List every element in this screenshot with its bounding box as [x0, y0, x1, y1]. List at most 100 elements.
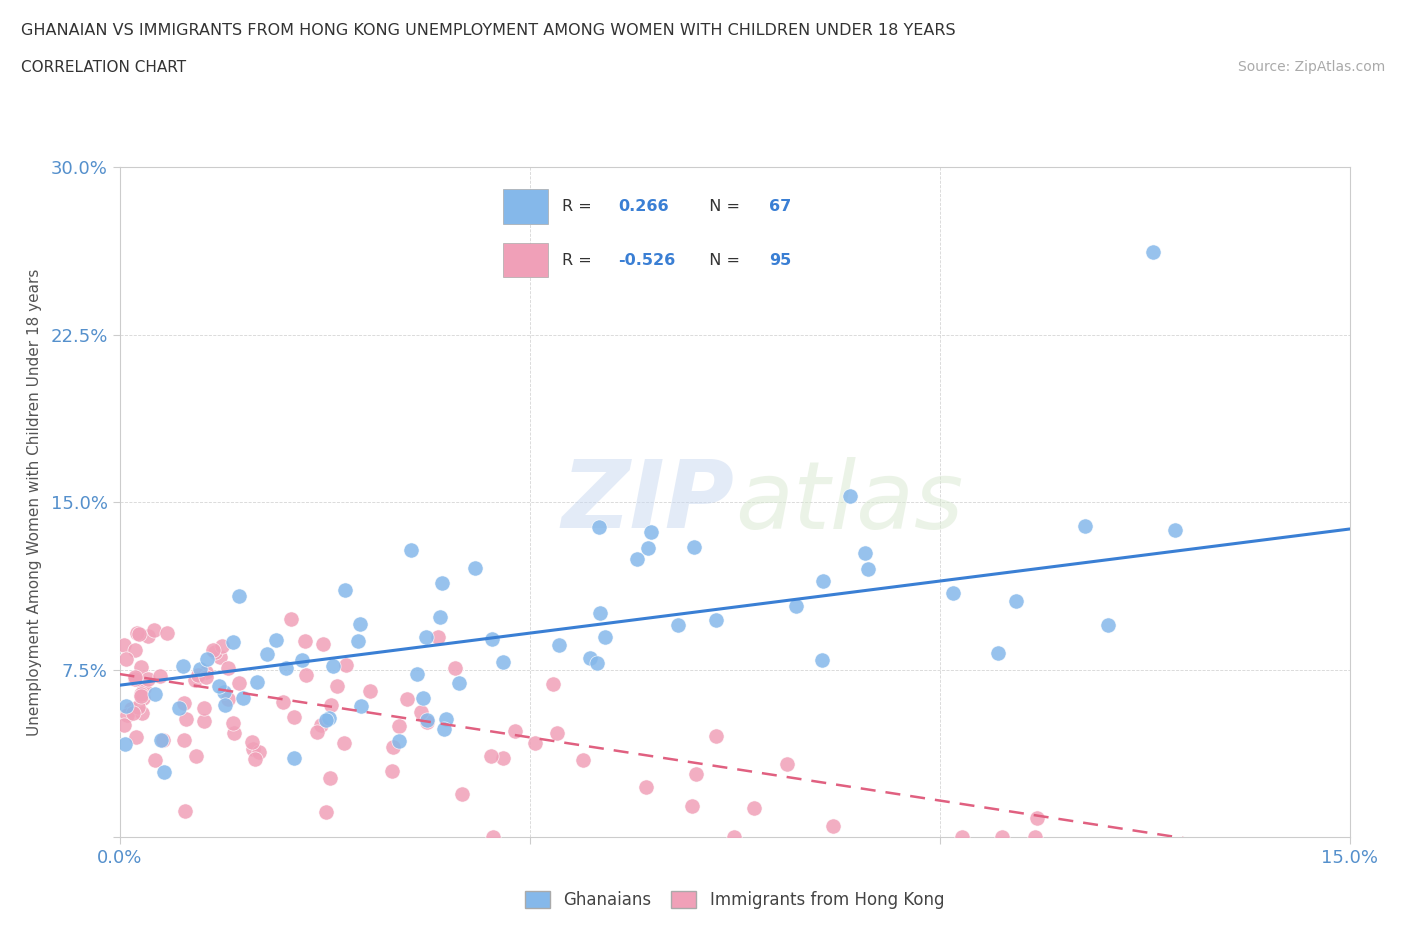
Point — [1024, 830, 1046, 844]
Point — [333, 736, 356, 751]
Point — [125, 729, 148, 744]
Point — [152, 733, 174, 748]
Point — [986, 645, 1008, 660]
Point — [208, 678, 231, 693]
Point — [541, 676, 564, 691]
Point — [256, 646, 278, 661]
Point — [412, 690, 434, 705]
Point — [406, 667, 429, 682]
Point — [444, 661, 467, 676]
Point — [381, 764, 404, 778]
Point — [523, 736, 546, 751]
Point — [187, 668, 209, 683]
Point — [333, 582, 356, 597]
Point — [335, 658, 357, 672]
Point — [136, 672, 159, 687]
Point — [492, 655, 515, 670]
Point — [214, 698, 236, 712]
Point — [156, 626, 179, 641]
Point — [222, 715, 245, 730]
Point — [416, 714, 439, 729]
Point — [548, 637, 571, 652]
Point — [1025, 811, 1047, 826]
Point — [149, 668, 172, 683]
Legend: Ghanaians, Immigrants from Hong Kong: Ghanaians, Immigrants from Hong Kong — [519, 884, 950, 916]
Point — [167, 700, 190, 715]
Point — [120, 702, 142, 717]
Point — [122, 706, 145, 721]
Point — [208, 650, 231, 665]
Point — [426, 630, 449, 644]
Point — [942, 586, 965, 601]
Point — [811, 574, 834, 589]
Point — [464, 561, 486, 576]
Point — [195, 664, 218, 679]
Point — [280, 611, 302, 626]
Point — [571, 752, 593, 767]
Point — [129, 687, 152, 702]
Point — [821, 818, 844, 833]
Point — [481, 830, 503, 844]
Point — [683, 540, 706, 555]
Point — [195, 669, 218, 684]
Point — [211, 639, 233, 654]
Point — [681, 799, 703, 814]
Point — [283, 709, 305, 724]
Point — [347, 633, 370, 648]
Point — [172, 658, 194, 673]
Point — [838, 488, 860, 503]
Point — [950, 830, 973, 844]
Point — [588, 605, 610, 620]
Point — [173, 804, 195, 818]
Point — [349, 617, 371, 631]
Point — [586, 656, 609, 671]
Point — [127, 626, 149, 641]
Point — [315, 712, 337, 727]
Point — [173, 696, 195, 711]
Point — [217, 660, 239, 675]
Point — [152, 764, 174, 779]
Point — [1097, 618, 1119, 632]
Point — [415, 630, 437, 644]
Point — [315, 804, 337, 819]
Point — [114, 699, 136, 714]
Point — [124, 643, 146, 658]
Point — [326, 678, 349, 693]
Point — [243, 751, 266, 766]
Point — [124, 671, 146, 686]
Point — [212, 684, 235, 699]
Point — [388, 734, 411, 749]
Point — [706, 729, 728, 744]
Point — [132, 690, 155, 705]
Point — [271, 695, 294, 710]
Point — [246, 675, 269, 690]
Point — [274, 660, 297, 675]
Point — [588, 520, 610, 535]
Point — [312, 637, 335, 652]
Point — [449, 675, 471, 690]
Point — [856, 562, 879, 577]
Point — [409, 705, 432, 720]
Point — [114, 737, 136, 752]
Point — [776, 757, 799, 772]
Text: Source: ZipAtlas.com: Source: ZipAtlas.com — [1237, 60, 1385, 74]
Point — [479, 749, 502, 764]
Point — [395, 691, 418, 706]
Point — [853, 546, 876, 561]
Point — [319, 698, 342, 713]
Point — [186, 749, 208, 764]
Point — [136, 629, 159, 644]
Point — [242, 741, 264, 756]
Point — [429, 609, 451, 624]
Point — [1074, 519, 1097, 534]
Point — [322, 658, 344, 673]
Point — [1142, 245, 1164, 259]
Point — [128, 626, 150, 641]
Point — [193, 713, 215, 728]
Point — [195, 652, 218, 667]
Point — [264, 633, 287, 648]
Point — [481, 631, 503, 646]
Point — [579, 651, 602, 666]
Point — [311, 718, 333, 733]
Point — [127, 699, 149, 714]
